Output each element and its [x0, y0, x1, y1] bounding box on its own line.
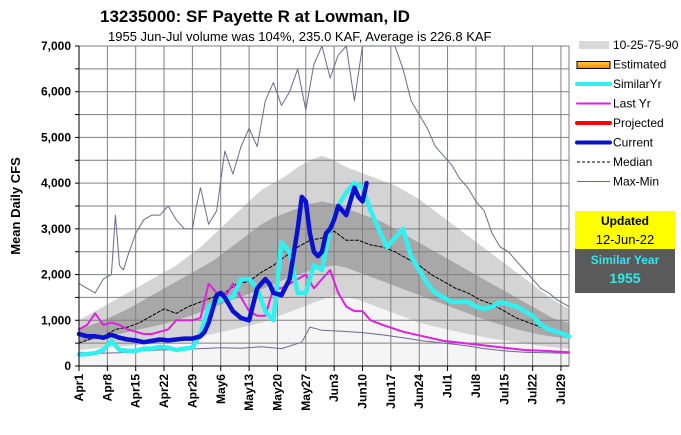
- series-line-median: [78, 230, 570, 344]
- legend-label: Projected: [613, 116, 664, 130]
- legend-item-projected: Projected: [575, 116, 664, 130]
- x-tick-label: Jun10: [356, 374, 370, 409]
- y-tick-label: 3,000: [41, 222, 71, 236]
- updated-label: Updated: [601, 214, 649, 228]
- series-line-current: [76, 180, 369, 345]
- legend-swatch-band: [579, 41, 609, 49]
- legend-item-current: Current: [575, 136, 654, 150]
- band-25-75: [79, 201, 569, 344]
- similar-year-box: Similar Year 1955: [575, 249, 675, 293]
- similar-year-value: 1955: [609, 270, 640, 286]
- x-tick-label: Jul29: [554, 374, 568, 405]
- updated-box: Updated 12-Jun-22: [575, 211, 675, 249]
- y-tick-label: 2,000: [41, 268, 71, 282]
- y-axis-label: Mean Daily CFS: [8, 157, 23, 255]
- x-tick-label: Jul8: [469, 374, 483, 398]
- chart-title: 13235000: SF Payette R at Lowman, ID: [100, 7, 410, 26]
- y-tick-label: 7,000: [41, 39, 71, 53]
- x-tick-label: Jun3: [327, 374, 341, 402]
- updated-date: 12-Jun-22: [596, 232, 655, 247]
- similar-year-label: Similar Year: [591, 253, 660, 267]
- x-tick-label: Jul1: [441, 374, 455, 398]
- legend-label: Last Yr: [613, 97, 651, 111]
- series-lines: [76, 45, 572, 357]
- y-tick-label: 6,000: [41, 85, 71, 99]
- x-tick-labels: Apr1 Apr8 Apr15 Apr22 Apr29 May6 May13 May20 May…: [72, 374, 568, 411]
- x-tick-label: Apr8: [100, 374, 114, 402]
- x-tick-label: May20: [270, 374, 284, 411]
- y-tick-label: 0: [64, 359, 71, 373]
- legend: 10-25-75-90 Estimated SimilarYr Last Yr Proj…: [575, 38, 679, 189]
- legend-item-max-min: Max-Min: [577, 175, 659, 189]
- legend-label: SimilarYr: [613, 77, 662, 91]
- legend-label: Estimated: [613, 58, 666, 72]
- legend-label: Median: [613, 155, 652, 169]
- legend-label: Max-Min: [613, 175, 659, 189]
- updated-box-bg: [575, 211, 675, 249]
- legend-item-estimated: Estimated: [576, 58, 666, 72]
- series-line-last-yr: [78, 269, 570, 354]
- y-tick-label: 1,000: [41, 313, 71, 327]
- legend-item-median: Median: [577, 155, 652, 169]
- legend-item-similaryr: SimilarYr: [575, 77, 662, 91]
- band-75-90: [79, 155, 569, 330]
- series-line-similaryr: [76, 180, 572, 357]
- x-tick-label: May13: [242, 374, 256, 411]
- legend-label: Current: [613, 136, 654, 150]
- x-tick-label: Apr1: [72, 374, 86, 402]
- axes: [75, 45, 569, 371]
- legend-label: 10-25-75-90: [613, 38, 679, 52]
- x-tick-label: Apr15: [129, 374, 143, 408]
- legend-item-last-yr: Last Yr: [576, 97, 651, 111]
- legend-item-10-25-75-90: 10-25-75-90: [579, 38, 679, 52]
- x-tick-label: May6: [214, 374, 228, 404]
- y-tick-label: 5,000: [41, 130, 71, 144]
- y-tick-label: 4,000: [41, 176, 71, 190]
- x-tick-label: Jun24: [412, 374, 426, 409]
- gridlines: [79, 45, 570, 366]
- y-tick-labels: 0 1,000 2,000 3,000 4,000 5,000 6,000 7,000: [41, 39, 71, 373]
- x-tick-label: Apr29: [185, 374, 199, 408]
- chart-subtitle: 1955 Jun-Jul volume was 104%, 235.0 KAF,…: [108, 29, 492, 44]
- x-tick-label: Jun17: [384, 374, 398, 409]
- similar-year-box-bg: [575, 249, 675, 293]
- series-line-min: [78, 326, 570, 354]
- x-tick-label: May27: [299, 374, 313, 411]
- x-tick-label: Jul15: [497, 374, 511, 405]
- x-tick-label: Jul22: [526, 374, 540, 405]
- x-tick-label: Apr22: [157, 374, 171, 408]
- series-line-max: [78, 45, 570, 308]
- legend-swatch-estimated: [576, 61, 611, 69]
